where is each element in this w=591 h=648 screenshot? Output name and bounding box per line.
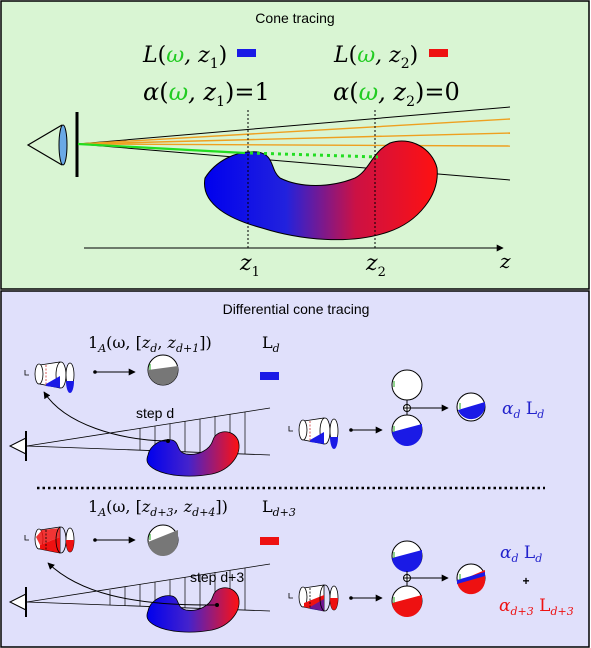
gradient-object-shape bbox=[204, 140, 438, 241]
blue-color-swatch bbox=[237, 49, 256, 57]
result-alpha-d-L-d: αd Ld bbox=[502, 399, 544, 421]
composite-disks-d bbox=[391, 369, 423, 447]
z1-label: z1 bbox=[239, 251, 260, 280]
cone-d-diagram bbox=[8, 407, 271, 477]
eye-icon bbox=[26, 112, 79, 177]
orange-ray-1 bbox=[77, 118, 511, 145]
arrow-dot-d-right bbox=[349, 428, 353, 432]
cone-d3-diagram bbox=[8, 563, 271, 633]
cone-lower-ray bbox=[77, 143, 511, 181]
bottom-panel-background bbox=[0, 290, 590, 648]
result-disk-d3 bbox=[456, 563, 486, 595]
result-alpha-d3-L-d3: αd+3 Ld+3 bbox=[499, 596, 574, 618]
red-color-swatch-d3 bbox=[260, 537, 279, 545]
bottom-panel-title: Differential cone tracing bbox=[223, 301, 370, 317]
result-alpha-d-L-d-second: αd Ld bbox=[500, 543, 542, 565]
result-disk-d bbox=[456, 392, 486, 422]
plus-sign: + bbox=[522, 574, 529, 588]
z-axis-label: z bbox=[499, 249, 511, 273]
orange-ray-2 bbox=[77, 132, 511, 145]
orange-ray-3 bbox=[77, 143, 511, 147]
cylinder-segment-d bbox=[24, 361, 75, 393]
label-L-omega-z1: L(ω, z1) bbox=[142, 43, 227, 72]
arrow-dot-d3-right bbox=[349, 596, 353, 600]
label-alpha-z2: α(ω, z2)=0 bbox=[333, 78, 460, 110]
coverage-disk-d3 bbox=[147, 524, 179, 557]
top-panel-title: Cone tracing bbox=[255, 10, 334, 26]
curved-arrow-d bbox=[43, 391, 168, 442]
label-alpha-z1: α(ω, z1)=1 bbox=[143, 78, 270, 110]
cylinder-segment-d3-right bbox=[288, 584, 339, 612]
z2-label: z2 bbox=[365, 251, 386, 280]
arrow-dot-d3 bbox=[93, 538, 97, 542]
coverage-disk-d bbox=[147, 354, 179, 386]
green-ray bbox=[77, 142, 246, 155]
label-L-d3: Ld+3 bbox=[262, 497, 296, 519]
cone-upper-ray bbox=[77, 106, 511, 145]
composite-disks-d3 bbox=[391, 540, 423, 618]
green-dotted-ray bbox=[249, 151, 379, 159]
label-L-omega-z2: L(ω, z2) bbox=[333, 43, 418, 72]
indicator-formula-d: 1A(ω, [zd, zd+1]) bbox=[88, 333, 212, 355]
red-color-swatch bbox=[429, 49, 448, 57]
step-d3-label: step d+3 bbox=[190, 569, 244, 585]
label-L-d: Ld bbox=[262, 333, 280, 355]
arrow-dot-d bbox=[93, 370, 97, 374]
cylinder-segment-d3 bbox=[24, 526, 75, 554]
indicator-formula-d3: 1A(ω, [zd+3, zd+4]) bbox=[88, 497, 228, 519]
blue-color-swatch-d bbox=[260, 372, 279, 380]
cylinder-segment-d-right bbox=[288, 417, 339, 449]
curved-arrow-d3 bbox=[47, 562, 216, 606]
step-d-label: step d bbox=[136, 405, 174, 421]
